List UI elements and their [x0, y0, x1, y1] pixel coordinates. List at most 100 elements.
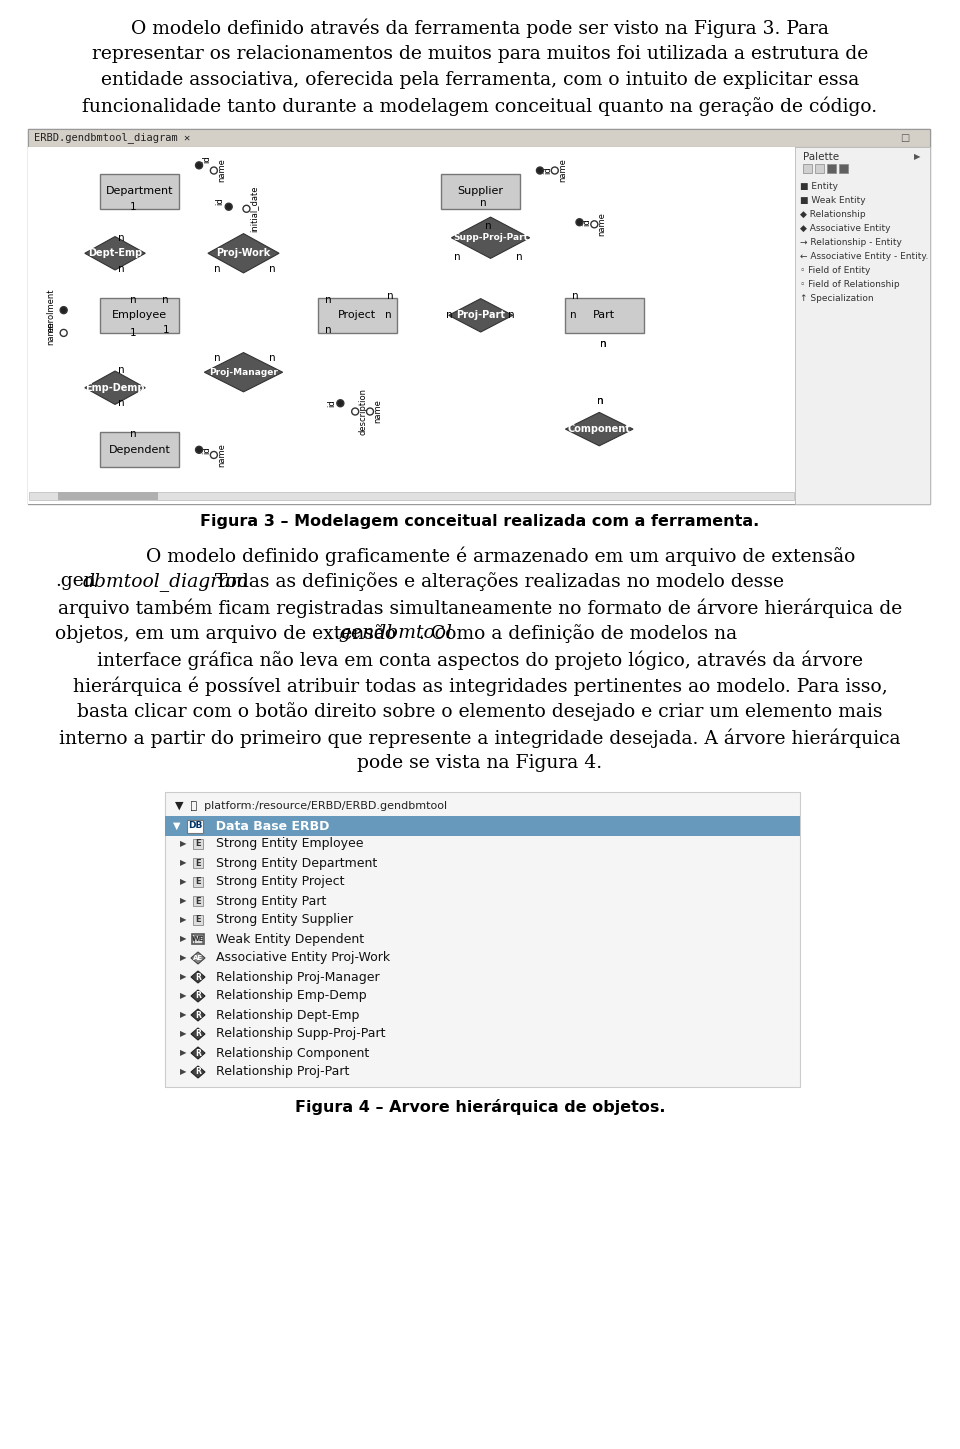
- Text: Strong Entity Part: Strong Entity Part: [208, 894, 326, 907]
- Text: n: n: [325, 294, 332, 304]
- Text: Weak Entity Dependent: Weak Entity Dependent: [208, 933, 364, 946]
- Polygon shape: [191, 971, 205, 982]
- Text: Part: Part: [593, 310, 615, 320]
- FancyBboxPatch shape: [827, 164, 835, 172]
- Text: n: n: [600, 339, 607, 349]
- Text: n: n: [214, 264, 221, 274]
- Text: ▶: ▶: [914, 152, 920, 161]
- Text: basta clicar com o botão direito sobre o elemento desejado e criar um elemento m: basta clicar com o botão direito sobre o…: [77, 701, 883, 722]
- Text: 1: 1: [131, 329, 137, 339]
- Text: Figura 4 – Arvore hierárquica de objetos.: Figura 4 – Arvore hierárquica de objetos…: [295, 1098, 665, 1114]
- Polygon shape: [565, 413, 633, 446]
- Text: name: name: [217, 443, 226, 467]
- Text: n: n: [214, 354, 221, 364]
- Text: ↑ Specialization: ↑ Specialization: [800, 294, 874, 303]
- Polygon shape: [191, 1048, 205, 1059]
- FancyBboxPatch shape: [795, 146, 930, 504]
- Text: Relationship Emp-Demp: Relationship Emp-Demp: [208, 990, 367, 1003]
- Text: name: name: [597, 213, 607, 236]
- Polygon shape: [84, 371, 145, 404]
- Text: n: n: [118, 398, 125, 409]
- FancyBboxPatch shape: [165, 816, 800, 836]
- Text: Relationship Component: Relationship Component: [208, 1046, 370, 1059]
- Text: ▶: ▶: [180, 1010, 186, 1020]
- Text: n: n: [516, 252, 522, 262]
- Text: ▶: ▶: [180, 972, 186, 981]
- Text: n: n: [118, 365, 125, 375]
- Circle shape: [337, 400, 344, 407]
- Text: n: n: [131, 294, 137, 304]
- Text: Figura 3 – Modelagem conceitual realizada com a ferramenta.: Figura 3 – Modelagem conceitual realizad…: [201, 514, 759, 529]
- Text: E: E: [195, 839, 201, 849]
- Text: n: n: [118, 233, 125, 243]
- Text: → Relationship - Entity: → Relationship - Entity: [800, 238, 901, 246]
- Text: n: n: [131, 429, 137, 439]
- Text: ■ Entity: ■ Entity: [800, 183, 838, 191]
- Text: pode se vista na Figura 4.: pode se vista na Figura 4.: [357, 753, 603, 772]
- FancyBboxPatch shape: [442, 174, 520, 209]
- Text: ■ Weak Entity: ■ Weak Entity: [800, 196, 866, 204]
- FancyBboxPatch shape: [193, 858, 203, 868]
- Text: n: n: [597, 396, 604, 406]
- Text: Dept-Emp: Dept-Emp: [88, 248, 142, 258]
- Text: n: n: [454, 252, 461, 262]
- Text: Employee: Employee: [112, 310, 167, 320]
- Circle shape: [351, 409, 359, 414]
- Text: name: name: [47, 322, 56, 345]
- Text: Dependent: Dependent: [108, 445, 171, 455]
- Text: n: n: [385, 310, 392, 320]
- Text: n: n: [572, 291, 579, 301]
- Text: Palette: Palette: [803, 152, 839, 162]
- Text: Relationship Dept-Emp: Relationship Dept-Emp: [208, 1009, 359, 1022]
- Circle shape: [226, 203, 232, 210]
- Polygon shape: [191, 1066, 205, 1078]
- Text: representar os relacionamentos de muitos para muitos foi utilizada a estrutura d: representar os relacionamentos de muitos…: [92, 45, 868, 62]
- Text: name: name: [217, 158, 226, 183]
- Text: funcionalidade tanto durante a modelagem conceitual quanto na geração de código.: funcionalidade tanto durante a modelagem…: [83, 97, 877, 116]
- Text: . Todas as definições e alterações realizadas no modelo desse: . Todas as definições e alterações reali…: [203, 572, 784, 591]
- Circle shape: [576, 219, 583, 226]
- Polygon shape: [191, 1027, 205, 1040]
- Text: Strong Entity Supplier: Strong Entity Supplier: [208, 913, 353, 926]
- Text: initial_date: initial_date: [250, 185, 258, 232]
- Text: R: R: [195, 972, 201, 981]
- FancyBboxPatch shape: [318, 297, 396, 333]
- Polygon shape: [451, 217, 530, 258]
- Text: hierárquica é possível atribuir todas as integridades pertinentes ao modelo. Par: hierárquica é possível atribuir todas as…: [73, 677, 887, 696]
- Text: ▶: ▶: [180, 1029, 186, 1039]
- Text: n: n: [162, 294, 169, 304]
- Circle shape: [60, 329, 67, 336]
- Polygon shape: [84, 236, 145, 270]
- Text: E: E: [195, 897, 201, 906]
- Circle shape: [537, 167, 543, 174]
- Text: E: E: [195, 916, 201, 924]
- FancyBboxPatch shape: [193, 914, 203, 924]
- Text: Strong Entity Employee: Strong Entity Employee: [208, 838, 364, 851]
- Text: id: id: [202, 155, 211, 164]
- Text: ▶: ▶: [180, 935, 186, 943]
- Text: ◦ Field of Entity: ◦ Field of Entity: [800, 267, 871, 275]
- Polygon shape: [191, 952, 205, 964]
- Text: E: E: [195, 878, 201, 887]
- Text: ▶: ▶: [180, 916, 186, 924]
- Text: WE: WE: [192, 936, 204, 942]
- Text: ▼  📁  platform:/resource/ERBD/ERBD.gendbmtool: ▼ 📁 platform:/resource/ERBD/ERBD.gendbmt…: [175, 801, 447, 811]
- Text: ◆ Relationship: ◆ Relationship: [800, 210, 866, 219]
- Text: DB: DB: [188, 822, 203, 830]
- Text: ▶: ▶: [180, 991, 186, 1000]
- FancyBboxPatch shape: [814, 164, 824, 172]
- Text: O modelo definido graficamente é armazenado em um arquivo de extensão: O modelo definido graficamente é armazen…: [105, 546, 855, 565]
- Text: R: R: [195, 1068, 201, 1077]
- Text: 1: 1: [162, 325, 169, 335]
- Text: enrolment: enrolment: [47, 288, 56, 332]
- Text: n: n: [570, 310, 577, 320]
- FancyBboxPatch shape: [28, 129, 930, 146]
- FancyBboxPatch shape: [100, 297, 180, 333]
- Polygon shape: [448, 298, 513, 332]
- Text: Project: Project: [338, 310, 376, 320]
- FancyBboxPatch shape: [100, 174, 180, 209]
- Text: . Como a definição de modelos na: . Como a definição de modelos na: [419, 625, 737, 643]
- Text: Supp-Proj-Part: Supp-Proj-Part: [453, 233, 528, 242]
- Text: ▶: ▶: [180, 953, 186, 962]
- Text: description: description: [358, 388, 367, 435]
